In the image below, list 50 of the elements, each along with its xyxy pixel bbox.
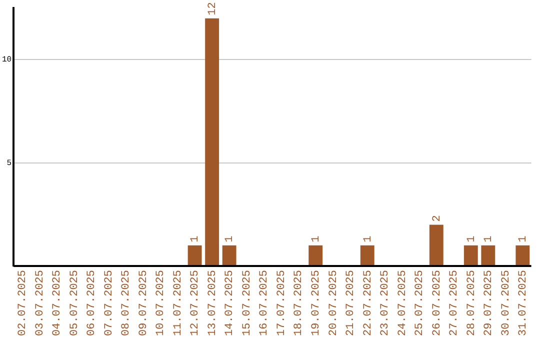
x-tick-label: 30.07.2025 bbox=[500, 270, 512, 336]
data-label: 1 bbox=[362, 235, 374, 242]
x-tick-label: 03.07.2025 bbox=[34, 270, 46, 336]
data-label: 1 bbox=[518, 235, 530, 242]
x-tick-label: 22.07.2025 bbox=[362, 270, 374, 336]
x-tick-label: 14.07.2025 bbox=[224, 270, 236, 336]
x-tick-label: 28.07.2025 bbox=[466, 270, 478, 336]
bar bbox=[188, 245, 202, 266]
x-tick-label: 06.07.2025 bbox=[86, 270, 98, 336]
x-tick-label: 27.07.2025 bbox=[448, 270, 461, 336]
data-label: 1 bbox=[310, 235, 322, 242]
x-tick-label: 02.07.2025 bbox=[17, 270, 30, 336]
x-tick-label: 24.07.2025 bbox=[396, 270, 409, 336]
x-tick-label: 29.07.2025 bbox=[483, 270, 496, 336]
x-tick-label: 26.07.2025 bbox=[431, 270, 444, 336]
x-tick-label: 05.07.2025 bbox=[68, 270, 81, 336]
data-label: 12 bbox=[206, 2, 219, 16]
x-tick-label: 17.07.2025 bbox=[276, 270, 288, 336]
x-tick-label: 18.07.2025 bbox=[293, 270, 306, 336]
y-tick-label: 5 bbox=[6, 158, 12, 168]
bar bbox=[308, 245, 323, 266]
x-tick-label: 07.07.2025 bbox=[103, 270, 116, 336]
x-tick-label: 21.07.2025 bbox=[345, 270, 358, 336]
data-label: 1 bbox=[483, 235, 496, 242]
bar bbox=[481, 245, 496, 266]
bar bbox=[360, 245, 374, 266]
x-tick-label: 15.07.2025 bbox=[241, 270, 254, 336]
data-label: 1 bbox=[466, 235, 478, 242]
x-tick-label: 23.07.2025 bbox=[380, 270, 392, 336]
x-tick-label: 19.07.2025 bbox=[310, 270, 322, 336]
bar bbox=[429, 224, 444, 266]
x-tick-label: 09.07.2025 bbox=[138, 270, 150, 336]
bar bbox=[464, 245, 478, 266]
x-tick-label: 25.07.2025 bbox=[414, 270, 426, 336]
x-tick-label: 11.07.2025 bbox=[172, 270, 184, 336]
data-label: 2 bbox=[431, 215, 444, 222]
data-label: 1 bbox=[224, 235, 236, 242]
x-tick-label: 04.07.2025 bbox=[52, 270, 64, 336]
x-tick-label: 12.07.2025 bbox=[190, 270, 202, 336]
bar bbox=[205, 18, 220, 266]
x-tick-label: 10.07.2025 bbox=[155, 270, 168, 336]
y-tick-label: 10 bbox=[2, 56, 12, 65]
data-label: 1 bbox=[190, 235, 202, 242]
x-tick-label: 20.07.2025 bbox=[328, 270, 340, 336]
x-tick-label: 16.07.2025 bbox=[258, 270, 271, 336]
bar bbox=[516, 245, 530, 266]
bar bbox=[222, 245, 236, 266]
x-tick-label: 13.07.2025 bbox=[206, 270, 219, 336]
x-tick-label: 08.07.2025 bbox=[120, 270, 133, 336]
x-tick-label: 31.07.2025 bbox=[518, 270, 530, 336]
